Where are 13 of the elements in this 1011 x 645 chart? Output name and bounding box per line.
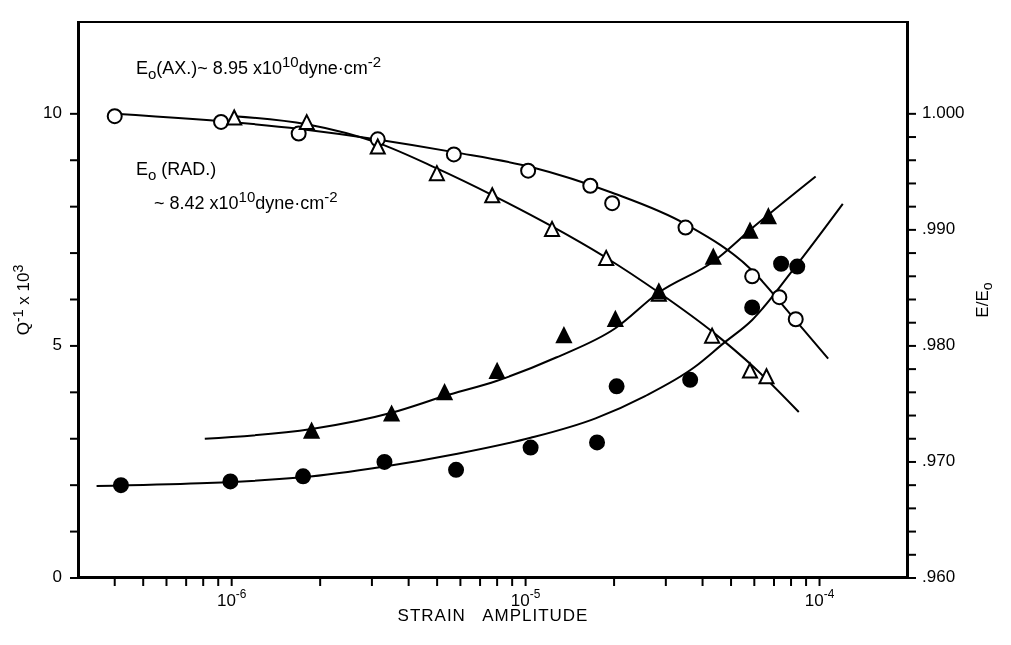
y2-tick-label: .980 (922, 335, 956, 355)
y2-tick-label: 1.000 (922, 103, 965, 123)
y-tick-label: 0 (52, 567, 62, 587)
annotation: E$_{o}$ (RAD.) ~ 8.42 x10$^{10}$dyne·cm$^{-2}$ (136, 158, 338, 216)
x-axis-title: STRAIN AMPLITUDE (397, 606, 589, 625)
y2-tick-label: .970 (922, 451, 956, 471)
x-tick-label: 10$^{-6}$ (216, 587, 247, 611)
annotation: E$_{o}$(AX.)~ 8.95 x10$^{10}$dyne·cm$^{-2}$ (136, 52, 381, 84)
y-tick-label: 10 (43, 103, 62, 123)
y2-tick-label: .960 (922, 567, 956, 587)
y-tick-label: 5 (52, 335, 62, 355)
y2-tick-label: .990 (922, 219, 956, 239)
x-tick-label: 10$^{-4}$ (804, 587, 835, 611)
